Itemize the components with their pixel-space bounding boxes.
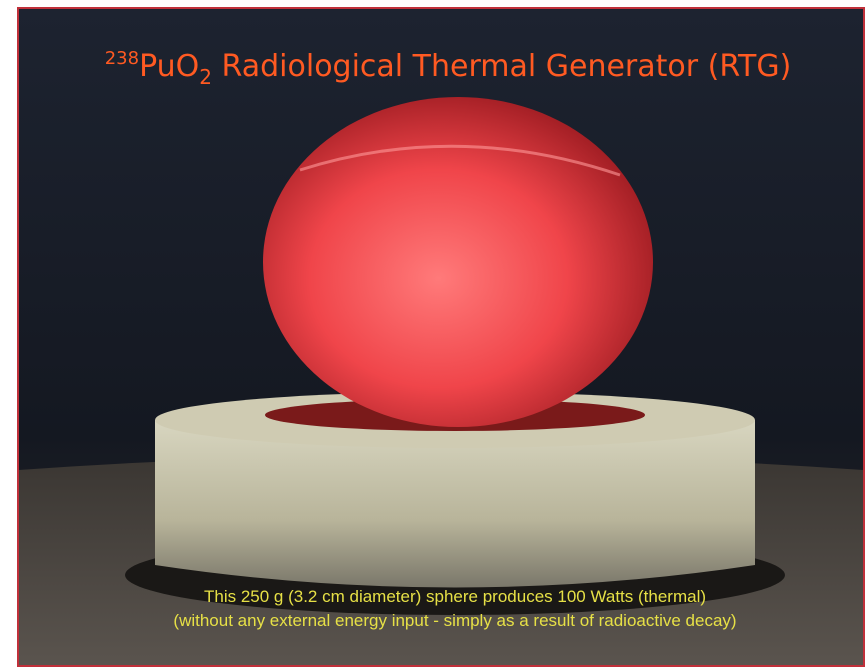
sphere-highlight xyxy=(299,144,621,177)
subscript: 2 xyxy=(199,65,212,89)
caption-line: This 250 g (3.2 cm diameter) sphere prod… xyxy=(204,587,706,606)
isotope: 238 xyxy=(105,48,139,69)
title: 238PuO2 Radiological Thermal Generator (… xyxy=(105,48,792,89)
title-text: Radiological Thermal Generator (RTG) xyxy=(212,49,791,84)
formula: PuO xyxy=(139,49,199,84)
caption-line: (without any external energy input - sim… xyxy=(173,611,736,630)
sphere xyxy=(263,97,653,427)
stone-base xyxy=(155,420,755,588)
